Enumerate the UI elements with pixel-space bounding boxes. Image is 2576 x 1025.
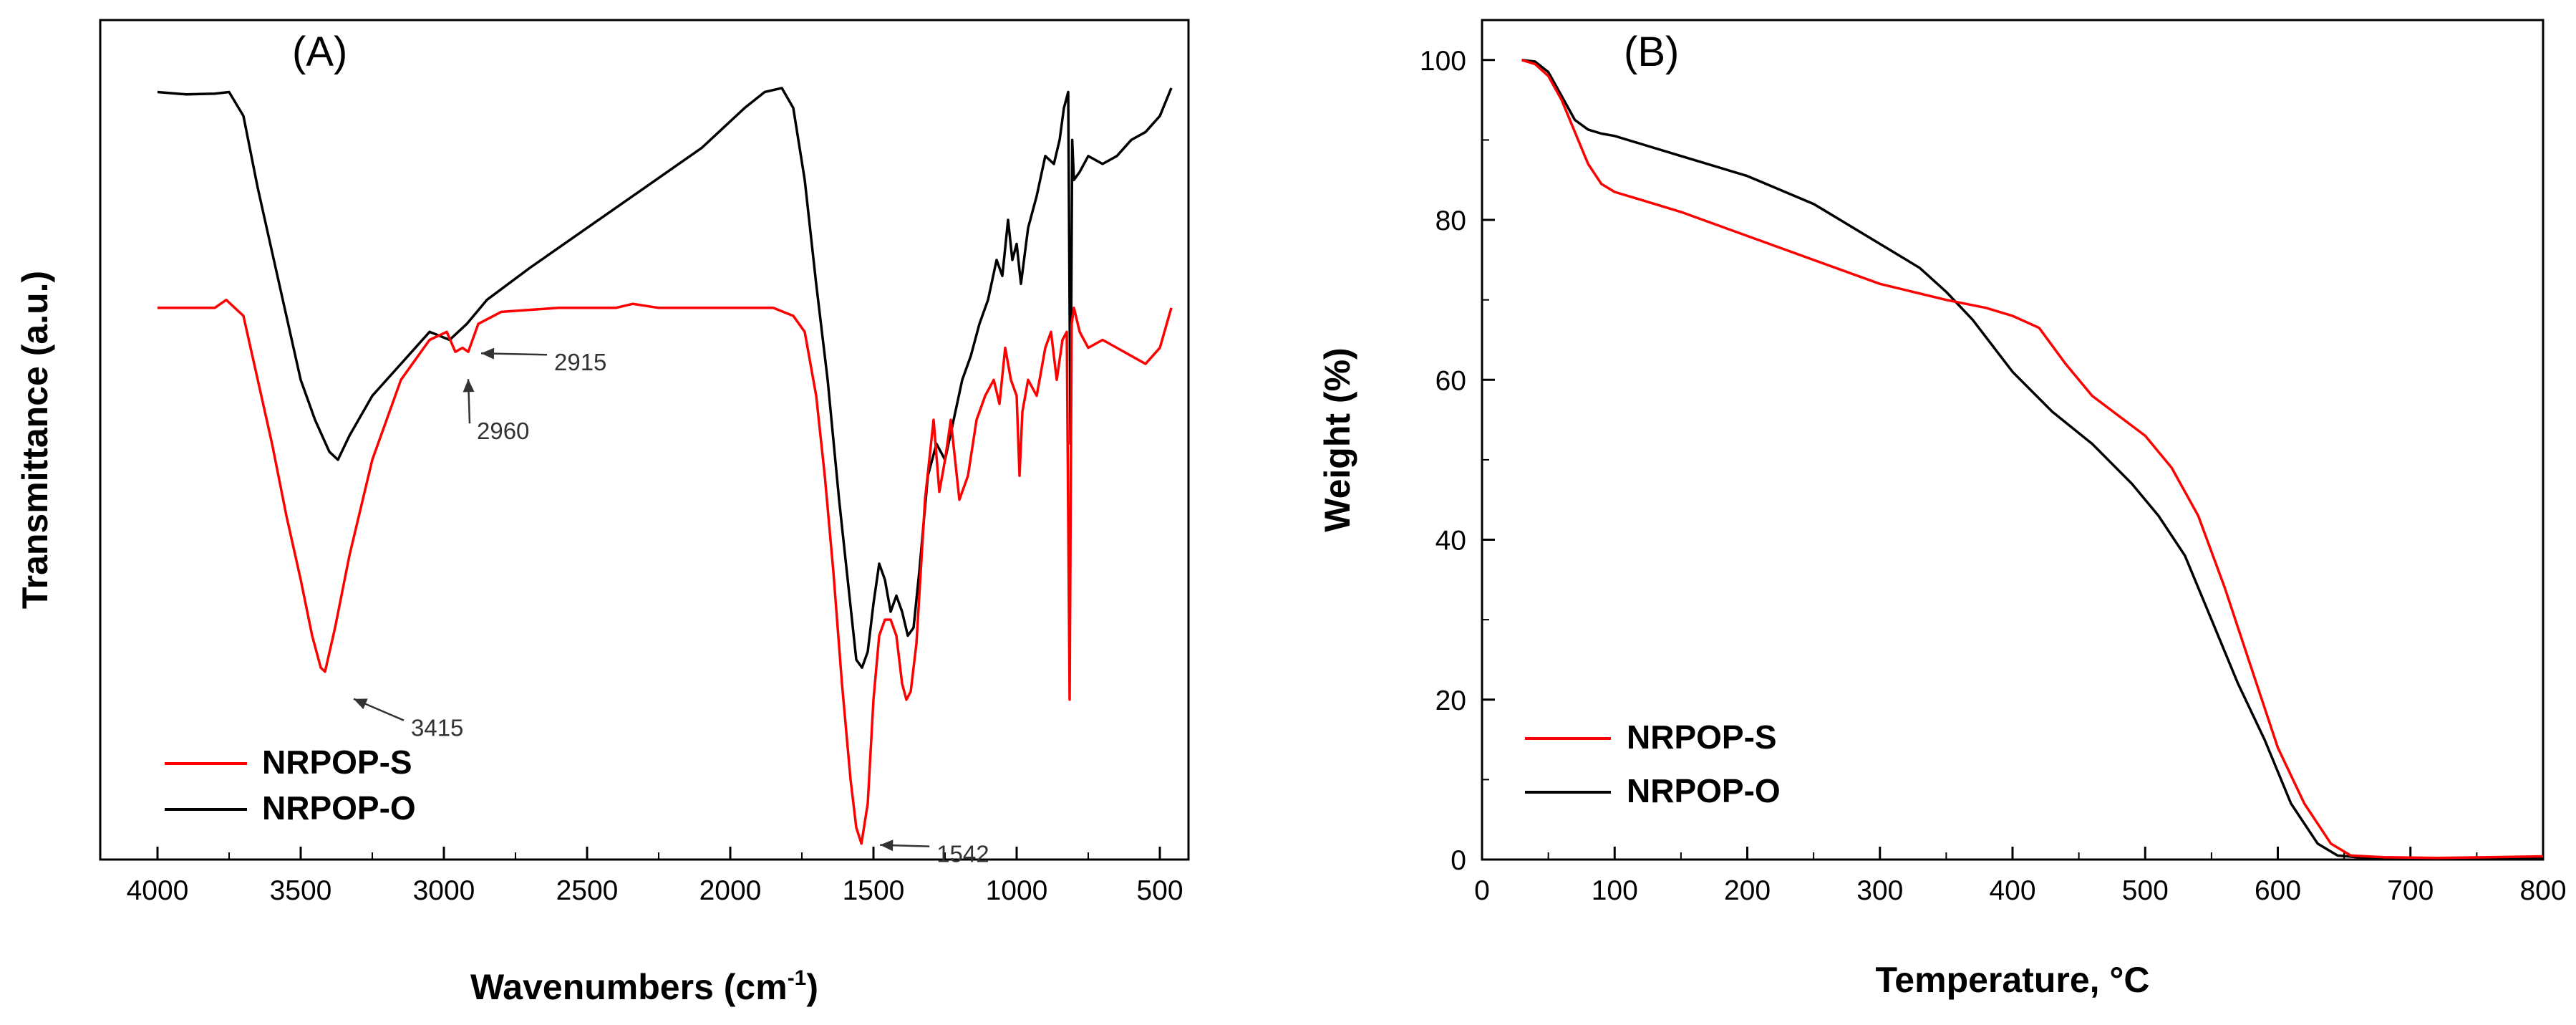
panel-a-series-line-nrpop-s	[158, 298, 1173, 845]
panel-a-annotations: 3415 2960 2915 1542	[353, 347, 989, 867]
panel-a-y-axis-title: Transmittance (a.u.)	[15, 271, 55, 609]
panel-b-x-axis-title-main: Temperature,	[1875, 960, 2109, 1000]
panel-a-x-axis-title-sup: -1	[788, 966, 807, 990]
panel-b-x-tick-label: 0	[1474, 875, 1490, 906]
panel-a-legend: NRPOP-S NRPOP-O	[165, 744, 416, 827]
annotation-arrow-head-2915	[481, 347, 495, 360]
panel-b-x-tick-label: 700	[2387, 875, 2434, 906]
annotation-arrow-head-1542	[880, 839, 894, 852]
panel-b-legend-label-nrpop-o: NRPOP-O	[1627, 772, 1781, 809]
panel-b-y-tick-label: 40	[1435, 526, 1466, 557]
panel-a-x-axis-title-close: )	[806, 967, 818, 1007]
panel-b-x-axis-title-unit: °C	[2109, 960, 2149, 1000]
panel-b-legend: NRPOP-S NRPOP-O	[1525, 718, 1781, 809]
panel-a-x-tick-label: 2500	[556, 875, 619, 906]
panel-a-x-tick-label: 500	[1136, 875, 1183, 906]
panel-a-x-tick-label: 3000	[413, 875, 475, 906]
annotation-label-2960: 2960	[477, 418, 529, 444]
annotation-arrow-head-3415	[354, 698, 368, 710]
annotation-label-1542: 1542	[936, 841, 989, 867]
panel-a-x-axis: 4000 3500 3000 2500 2000 1500 1000 500	[127, 847, 1183, 906]
panel-b-label: (B)	[1624, 29, 1679, 75]
panel-a-legend-label-nrpop-o: NRPOP-O	[262, 789, 416, 827]
panel-b-y-tick-label: 60	[1435, 365, 1466, 396]
panel-b-series-group	[1521, 59, 2544, 860]
panel-b-y-tick-label: 0	[1451, 845, 1466, 876]
panel-b-x-tick-label: 800	[2519, 875, 2566, 906]
panel-a-x-tick-label: 2000	[699, 875, 762, 906]
panel-a-label: (A)	[292, 29, 347, 75]
panel-a-x-tick-label: 4000	[127, 875, 189, 906]
panel-b-x-tick-label: 400	[1989, 875, 2035, 906]
panel-b-x-tick-label: 300	[1856, 875, 1903, 906]
panel-b-x-tick-label: 200	[1724, 875, 1771, 906]
annotation-label-3415: 3415	[411, 715, 463, 741]
panel-a-x-axis-title-main: Wavenumbers (cm	[470, 967, 788, 1007]
panel-b-y-tick-label: 80	[1435, 206, 1466, 236]
panel-b-series-line-nrpop-s	[1521, 59, 2544, 860]
panel-b-y-tick-label: 100	[1420, 46, 1466, 77]
panel-b-x-tick-label: 600	[2255, 875, 2301, 906]
panel-a-x-tick-label: 1500	[843, 875, 905, 906]
panel-b-x-axis-title: Temperature, °C	[1875, 960, 2149, 1000]
panel-a-x-tick-label: 3500	[270, 875, 332, 906]
panel-a-plot-frame	[99, 19, 1190, 861]
panel-a-ftir-chart: 4000 3500 3000 2500 2000 1500 1000 500 3415 2960…	[15, 19, 1190, 1007]
panel-b-x-tick-label: 100	[1592, 875, 1638, 906]
panel-b-y-tick-label: 20	[1435, 685, 1466, 716]
annotation-label-2915: 2915	[554, 349, 606, 375]
panel-a-series-group	[157, 87, 1173, 845]
panel-b-legend-label-nrpop-s: NRPOP-S	[1627, 718, 1777, 756]
panel-a-series-line-nrpop-o	[157, 87, 1173, 669]
annotation-arrow-head-2960	[463, 379, 475, 393]
panel-a-x-axis-title: Wavenumbers (cm-1)	[470, 966, 818, 1007]
panel-a-x-tick-label: 1000	[986, 875, 1048, 906]
panel-b-series-line-nrpop-o	[1521, 59, 2543, 860]
panel-b-y-axis-title: Weight (%)	[1317, 347, 1357, 531]
panel-b-y-axis: 0 20 40 60 80 100	[1420, 46, 1495, 876]
panel-b-tga-chart: 0 100 200 300 400 500 600 700 800 0 20 40 60 80 100 (…	[1317, 19, 2567, 1000]
panel-a-legend-label-nrpop-s: NRPOP-S	[262, 744, 412, 781]
panel-b-x-tick-label: 500	[2122, 875, 2169, 906]
